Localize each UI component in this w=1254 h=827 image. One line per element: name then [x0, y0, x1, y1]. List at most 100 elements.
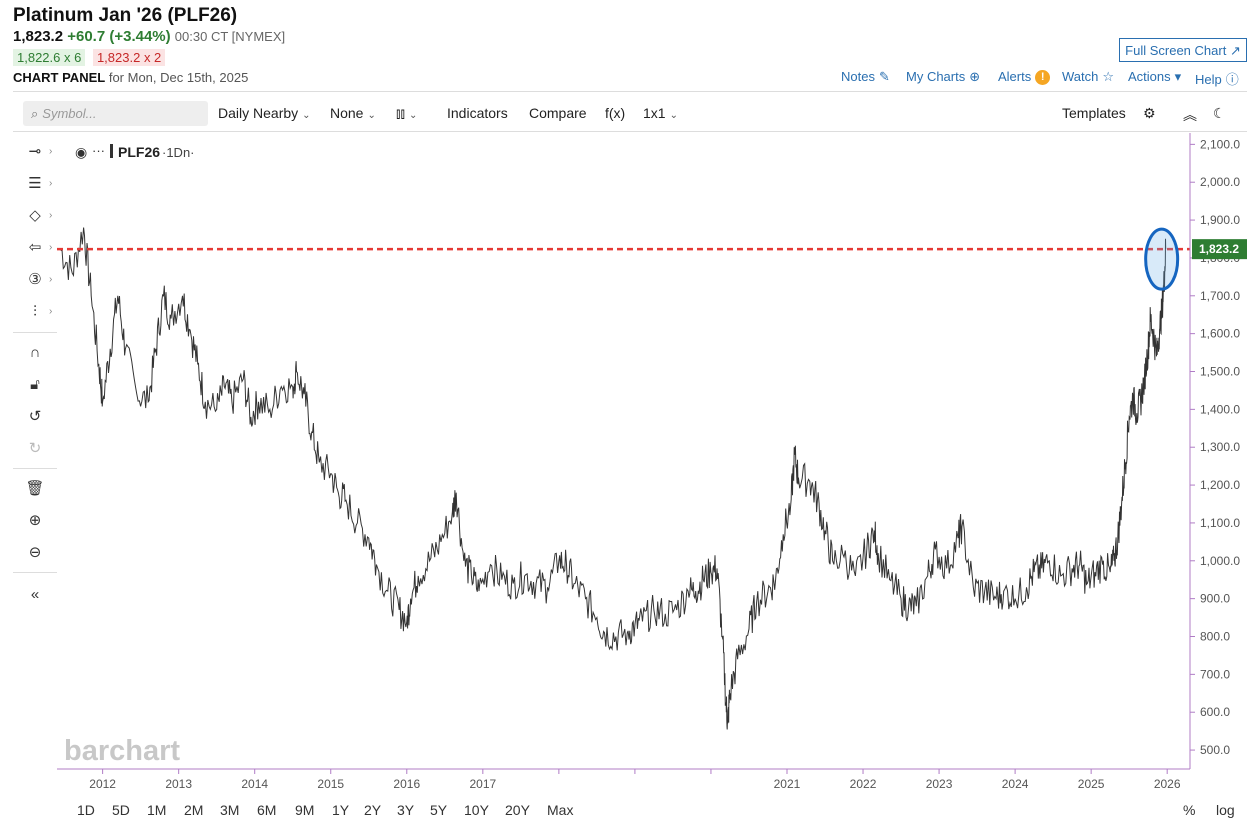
chart-toolbar: ⌕ Symbol... Daily Nearby ⌄ None ⌄ ⫾⫾ ⌄ Indic…	[13, 98, 1247, 130]
pencil-icon: ✎	[878, 69, 890, 84]
percent-toggle[interactable]: %	[1183, 802, 1196, 818]
quote-time: 00:30 CT [NYMEX]	[174, 29, 286, 44]
layout-label: 1x1	[643, 105, 666, 121]
chevron-right-icon[interactable]: ›	[49, 242, 53, 253]
legend-swatch	[110, 144, 113, 158]
chevron-down-icon: ⌄	[302, 110, 311, 121]
templates-button[interactable]: Templates	[1062, 105, 1126, 121]
unlock-icon[interactable]: 🔓︎	[30, 376, 40, 393]
eye-icon[interactable]: ◉	[75, 144, 87, 160]
chevron-down-icon: ⌄	[669, 110, 678, 121]
trash-icon[interactable]: 🗑︎	[25, 480, 45, 497]
highlight-ellipse	[1144, 227, 1180, 291]
alert-icon: !	[1035, 70, 1051, 86]
compare-button[interactable]: Compare	[529, 105, 587, 121]
zoom-out-icon[interactable]: ⊖	[28, 544, 42, 561]
y-tick-label: 1,700.0	[1200, 289, 1240, 303]
chevron-right-icon[interactable]: ›	[49, 210, 53, 221]
chevron-right-icon[interactable]: ›	[49, 306, 53, 317]
fib-tool-icon[interactable]: ☰	[28, 175, 42, 192]
shape-tool-icon[interactable]: ◇	[29, 207, 41, 224]
x-tick-label: 2025	[1078, 777, 1105, 791]
chart-svg[interactable]: barchart ◉ ··· PLF26 ·1Dn· 2,100.0 2,000.…	[57, 133, 1247, 793]
period-label: Daily Nearby	[218, 105, 299, 121]
symbol-search-input[interactable]: ⌕ Symbol...	[23, 101, 208, 126]
full-screen-label: Full Screen Chart	[1125, 43, 1227, 58]
bid-ask: 1,822.6 x 6 1,823.2 x 2	[13, 49, 166, 66]
range-button-10y[interactable]: 10Y	[464, 802, 489, 818]
dark-mode-icon[interactable]: ☾	[1213, 105, 1226, 121]
watch-label: Watch	[1062, 69, 1099, 84]
watch-link[interactable]: Watch ☆	[1062, 69, 1118, 87]
divider	[13, 572, 57, 573]
magnet-icon[interactable]: ∩	[29, 344, 41, 361]
instrument-title: Platinum Jan '26 (PLF26)	[13, 5, 238, 26]
range-button-5y[interactable]: 5Y	[430, 802, 448, 818]
full-screen-chart-button[interactable]: Full Screen Chart ↗	[1119, 38, 1247, 62]
undo-icon[interactable]: ↺	[28, 408, 42, 425]
question-icon: ⓘ	[1225, 72, 1239, 87]
range-button-1y[interactable]: 1Y	[332, 802, 350, 818]
my-charts-link[interactable]: My Charts ⊕	[906, 69, 984, 87]
line-tool-icon[interactable]: ⊸	[28, 143, 42, 160]
range-button-9m[interactable]: 9M	[295, 802, 315, 818]
x-tick-label: 2022	[850, 777, 877, 791]
last-price-tag-label: 1,823.2	[1199, 242, 1239, 256]
range-button-3m[interactable]: 3M	[220, 802, 240, 818]
help-link[interactable]: Help ⓘ	[1195, 69, 1243, 87]
period-dropdown[interactable]: Daily Nearby ⌄	[218, 105, 311, 121]
range-button-1d[interactable]: 1D	[77, 802, 95, 818]
chevron-right-icon[interactable]: ›	[49, 146, 53, 157]
x-tick-label: 2024	[1002, 777, 1029, 791]
range-button-6m[interactable]: 6M	[257, 802, 277, 818]
collapse-left-icon[interactable]: «	[30, 586, 40, 603]
x-tick-label: 2026	[1154, 777, 1181, 791]
plus-circle-icon: ⊕	[969, 69, 981, 84]
layout-dropdown[interactable]: 1x1 ⌄	[643, 105, 678, 121]
alerts-link[interactable]: Alerts!	[998, 69, 1054, 87]
y-tick-label: 1,600.0	[1200, 327, 1240, 341]
actions-menu[interactable]: Actions ▾	[1128, 69, 1185, 87]
range-button-max[interactable]: Max	[547, 802, 574, 818]
overlay-dropdown[interactable]: None ⌄	[330, 105, 376, 121]
bid-badge: 1,822.6 x 6	[13, 49, 86, 66]
y-axis: 2,100.02,000.01,900.01,800.01,700.01,600…	[1190, 137, 1240, 757]
range-button-2m[interactable]: 2M	[184, 802, 204, 818]
measure-tool-icon[interactable]: ⫶	[33, 303, 37, 320]
chart-type-dropdown[interactable]: ⫾⫾ ⌄	[396, 105, 417, 122]
y-tick-label: 2,000.0	[1200, 175, 1240, 189]
more-icon[interactable]: ···	[92, 143, 105, 158]
notes-link[interactable]: Notes ✎	[841, 69, 894, 87]
x-tick-label: 2014	[241, 777, 268, 791]
redo-icon[interactable]: ↻	[28, 440, 42, 457]
x-tick-label: 2016	[393, 777, 420, 791]
help-label: Help	[1195, 72, 1222, 87]
range-button-20y[interactable]: 20Y	[505, 802, 530, 818]
gear-icon[interactable]: ⚙	[1143, 105, 1156, 121]
chevron-right-icon[interactable]: ›	[49, 178, 53, 189]
range-button-3y[interactable]: 3Y	[397, 802, 415, 818]
range-button-1m[interactable]: 1M	[147, 802, 167, 818]
collapse-up-icon[interactable]: ︽	[1183, 107, 1197, 123]
candlestick-icon: ⫾⫾	[396, 105, 405, 121]
indicators-button[interactable]: Indicators	[447, 105, 508, 121]
divider	[13, 131, 1247, 132]
y-tick-label: 500.0	[1200, 743, 1230, 757]
price-chart[interactable]: barchart ◉ ··· PLF26 ·1Dn· 2,100.0 2,000.…	[57, 133, 1247, 798]
range-button-5d[interactable]: 5D	[112, 802, 130, 818]
fx-button[interactable]: f(x)	[605, 105, 626, 121]
zoom-in-icon[interactable]: ⊕	[28, 512, 42, 529]
search-placeholder: Symbol...	[42, 106, 97, 121]
overlay-label: None	[330, 105, 364, 121]
range-button-2y[interactable]: 2Y	[364, 802, 382, 818]
arrow-tool-icon[interactable]: ⇦	[28, 239, 42, 256]
alerts-label: Alerts	[998, 69, 1032, 84]
last-price-tag: 1,823.2	[1192, 239, 1247, 260]
chevron-right-icon[interactable]: ›	[49, 274, 53, 285]
y-tick-label: 1,300.0	[1200, 440, 1240, 454]
log-toggle[interactable]: log	[1216, 802, 1235, 818]
number-tool-icon[interactable]: ③	[28, 271, 42, 288]
price-change: +60.7 (+3.44%)	[67, 28, 171, 45]
ask-badge: 1,823.2 x 2	[92, 49, 166, 66]
caret-down-icon: ▾	[1174, 69, 1182, 84]
